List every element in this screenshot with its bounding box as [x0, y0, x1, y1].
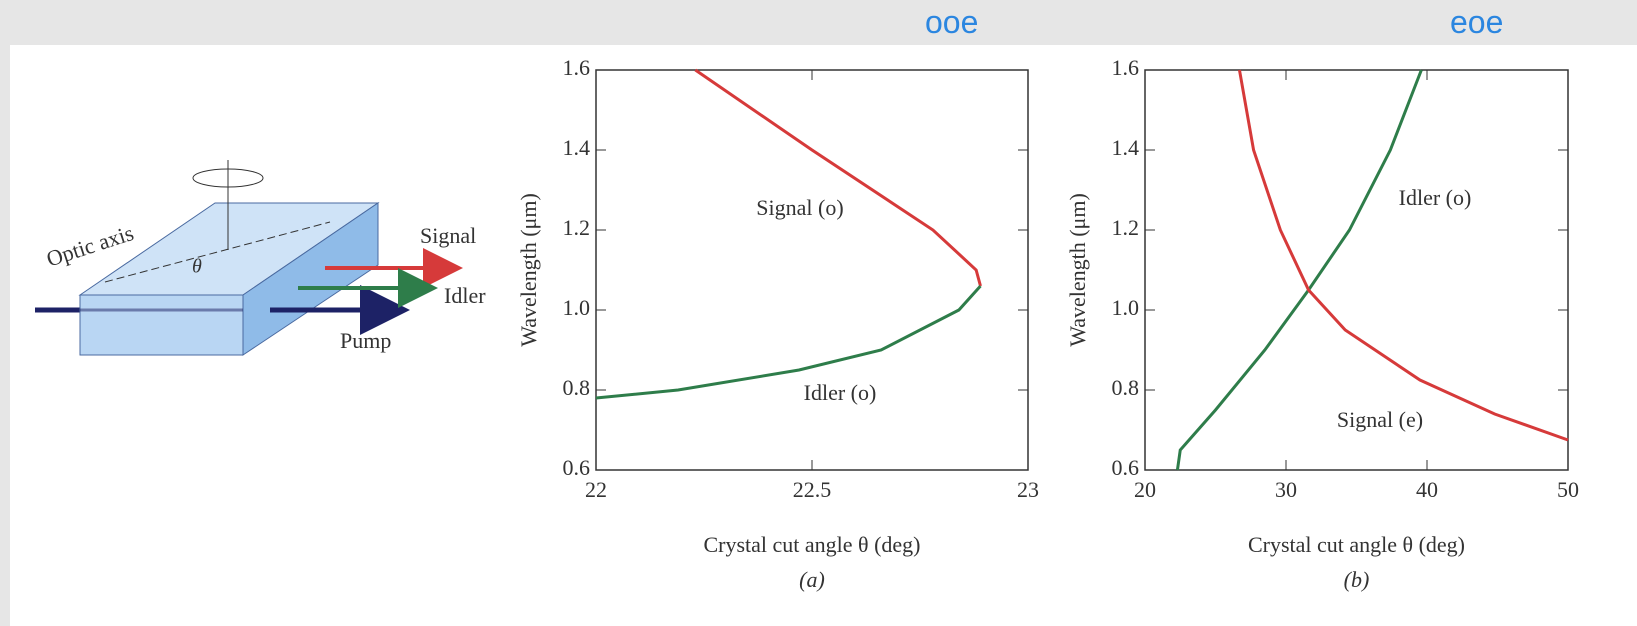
series-line — [1175, 69, 1423, 471]
x-tick-label: 50 — [1557, 477, 1579, 502]
y-tick-label: 1.6 — [563, 55, 591, 80]
y-tick-label: 1.4 — [563, 135, 591, 160]
crystal-diagram: Optic axis θ Signal Idler Pump — [35, 160, 486, 356]
diagram-label: θ — [192, 256, 202, 278]
x-tick-label: 40 — [1416, 477, 1438, 502]
series-label: Signal (o) — [756, 195, 843, 220]
y-tick-label: 0.6 — [1112, 455, 1140, 480]
caption: (b) — [1344, 567, 1370, 592]
y-tick-label: 1.0 — [1112, 295, 1140, 320]
x-axis-label: Crystal cut angle θ (deg) — [703, 532, 920, 557]
diagram-label: Idler — [444, 283, 486, 308]
y-tick-label: 1.2 — [1112, 215, 1140, 240]
y-tick-label: 0.8 — [563, 375, 591, 400]
caption: (a) — [799, 567, 825, 592]
x-tick-label: 22.5 — [793, 477, 832, 502]
y-tick-label: 1.2 — [563, 215, 591, 240]
diagram-label: Pump — [340, 328, 391, 353]
x-tick-label: 30 — [1275, 477, 1297, 502]
y-tick-label: 0.6 — [563, 455, 591, 480]
diagram-label: Signal — [420, 223, 476, 248]
y-tick-label: 1.4 — [1112, 135, 1140, 160]
series-label: Idler (o) — [804, 380, 877, 405]
series-line — [694, 68, 982, 287]
y-tick-label: 1.6 — [1112, 55, 1140, 80]
x-tick-label: 23 — [1017, 477, 1039, 502]
series-label: Idler (o) — [1399, 185, 1472, 210]
series-line — [1237, 69, 1569, 442]
y-tick-label: 1.0 — [563, 295, 591, 320]
y-tick-label: 0.8 — [1112, 375, 1140, 400]
series-line — [595, 284, 982, 400]
plot-frame — [1144, 69, 1569, 471]
x-axis-label: Crystal cut angle θ (deg) — [1248, 532, 1465, 557]
mode-label: eoe — [1450, 4, 1504, 40]
x-tick-label: 20 — [1134, 477, 1156, 502]
y-axis-label: Wavelength (μm) — [1065, 193, 1090, 347]
panel — [10, 45, 1637, 626]
y-axis-label: Wavelength (μm) — [516, 193, 541, 347]
x-tick-label: 22 — [585, 477, 607, 502]
mode-label: ooe — [925, 4, 979, 40]
series-label: Signal (e) — [1337, 407, 1423, 432]
